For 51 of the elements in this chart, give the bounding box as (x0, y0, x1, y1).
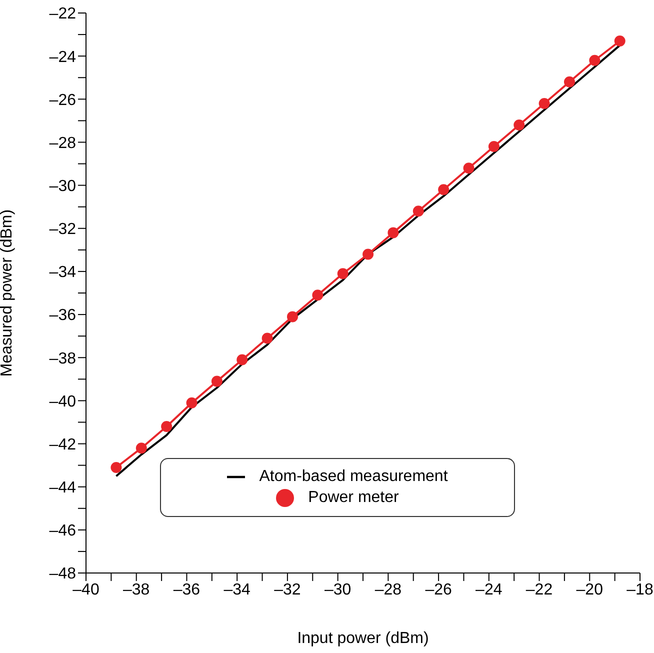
x-tick-label: –32 (274, 581, 301, 598)
y-tick-label: –22 (49, 6, 76, 23)
x-tick-label: –28 (374, 581, 402, 598)
x-tick-label: –36 (173, 581, 200, 598)
point (211, 376, 222, 387)
point (463, 162, 474, 174)
point (110, 462, 122, 473)
y-tick-label: –32 (49, 221, 76, 238)
y-tick-label: –26 (49, 92, 76, 109)
point (488, 141, 500, 152)
legend-label: Atom-based measurement (259, 468, 448, 486)
y-tick-label: –42 (49, 436, 76, 454)
point (312, 290, 324, 301)
x-tick-label: –20 (576, 581, 604, 598)
point (161, 421, 172, 432)
x-tick-label: –38 (123, 581, 150, 598)
point (136, 442, 147, 454)
point (388, 227, 399, 238)
x-tick-label: –30 (324, 581, 352, 598)
x-tick-label: –34 (224, 581, 251, 598)
point (412, 206, 424, 217)
point (589, 54, 600, 66)
point (236, 354, 248, 366)
y-tick-label: –24 (49, 48, 76, 66)
y-axis-title: Measured power (dBm) (0, 209, 16, 377)
y-tick-label: –44 (49, 480, 76, 497)
point (514, 120, 525, 130)
y-tick-label: –48 (49, 566, 76, 583)
point (438, 184, 450, 196)
x-tick-label: –24 (476, 581, 502, 598)
point (564, 76, 575, 88)
legend-label: Power meter (308, 489, 399, 506)
point (362, 248, 374, 260)
y-tick-label: –40 (49, 393, 76, 410)
y-tick-label: –28 (49, 134, 76, 152)
y-tick-label: –38 (49, 350, 76, 368)
x-tick-label: –18 (626, 581, 654, 598)
y-tick-label: –30 (49, 178, 76, 195)
point (262, 332, 273, 344)
y-tick-label: –36 (49, 307, 76, 324)
x-tick-label: –22 (526, 581, 553, 598)
y-tick-label: –34 (49, 264, 76, 282)
x-tick-label: –26 (425, 581, 452, 598)
x-tick-label: –40 (72, 581, 100, 598)
x-axis-title: Input power (dBm) (297, 630, 429, 647)
point (337, 268, 348, 280)
point (186, 397, 198, 408)
point (286, 311, 298, 322)
point (614, 36, 626, 46)
point (538, 98, 550, 109)
y-tick-label: –46 (49, 522, 76, 540)
